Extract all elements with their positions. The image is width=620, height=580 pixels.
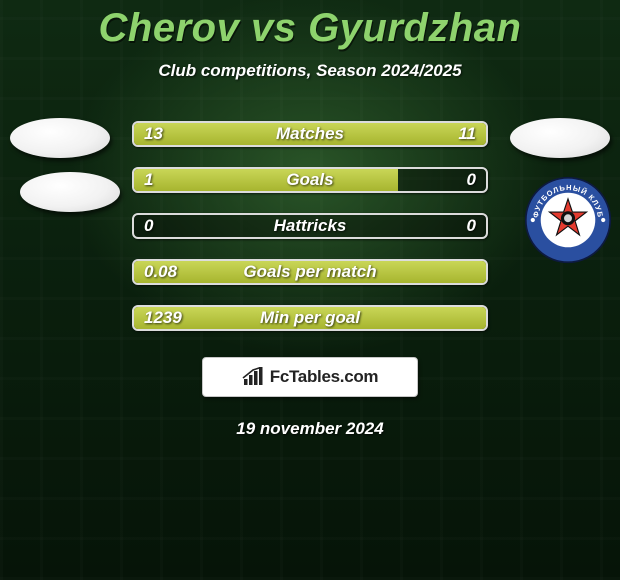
player-left-avatar-1 bbox=[10, 118, 110, 158]
site-attribution: FcTables.com bbox=[202, 357, 418, 397]
player-right-avatar bbox=[510, 118, 610, 158]
bar-chart-icon bbox=[242, 367, 266, 387]
stat-value-right: 11 bbox=[458, 123, 476, 145]
stat-row: 13 Matches 11 bbox=[132, 121, 488, 147]
stat-value-right: 0 bbox=[467, 215, 476, 237]
stat-label: Matches bbox=[134, 123, 486, 145]
date-label: 19 november 2024 bbox=[0, 419, 620, 439]
stat-row: 1239 Min per goal bbox=[132, 305, 488, 331]
stat-label: Min per goal bbox=[134, 307, 486, 329]
page-title: Cherov vs Gyurdzhan bbox=[0, 0, 620, 51]
stat-label: Goals bbox=[134, 169, 486, 191]
page-subtitle: Club competitions, Season 2024/2025 bbox=[0, 61, 620, 81]
club-crest: ФУТБОЛЬНЫЙ КЛУБ «КАМАЗ» bbox=[524, 176, 612, 264]
stat-value-right: 0 bbox=[467, 169, 476, 191]
stat-label: Goals per match bbox=[134, 261, 486, 283]
stat-row: 1 Goals 0 bbox=[132, 167, 488, 193]
stat-label: Hattricks bbox=[134, 215, 486, 237]
stats-container: 13 Matches 11 1 Goals 0 0 Hattricks 0 0.… bbox=[132, 121, 488, 331]
site-name: FcTables.com bbox=[270, 367, 379, 387]
player-left-avatar-2 bbox=[20, 172, 120, 212]
stat-row: 0.08 Goals per match bbox=[132, 259, 488, 285]
stat-row: 0 Hattricks 0 bbox=[132, 213, 488, 239]
